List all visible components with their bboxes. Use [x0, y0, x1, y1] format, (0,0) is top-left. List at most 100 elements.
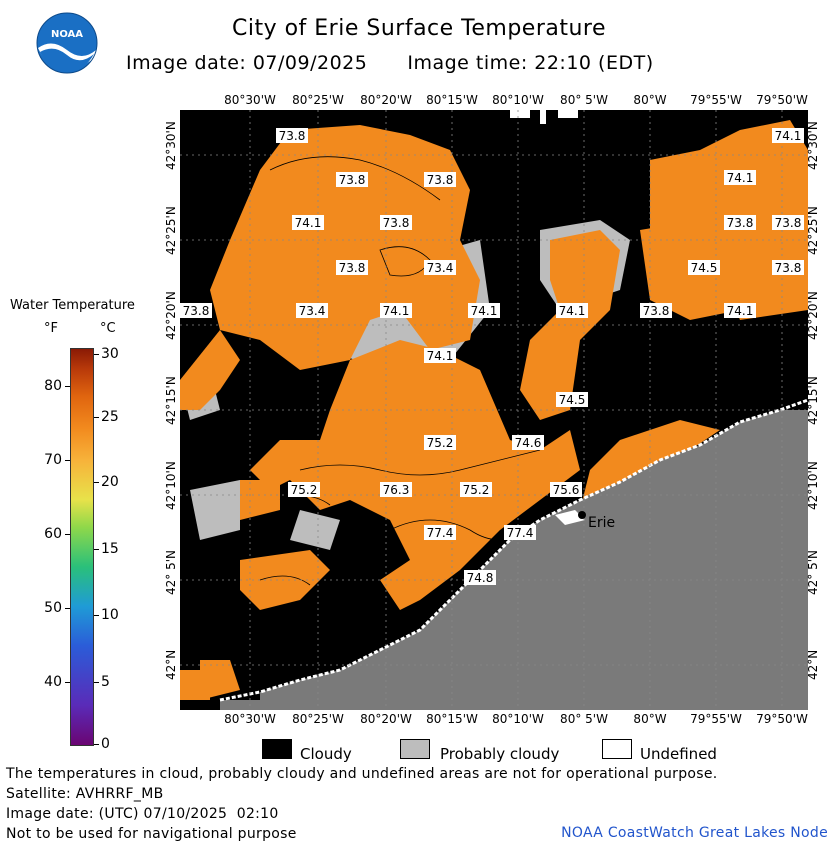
svg-text:73.8: 73.8	[279, 129, 306, 143]
navigation-warning: Not to be used for navigational purpose	[6, 826, 297, 842]
svg-text:76.3: 76.3	[383, 483, 410, 497]
temperature-label: 77.4	[424, 525, 456, 540]
svg-text:74.6: 74.6	[515, 436, 542, 450]
cloudy-label: Cloudy	[300, 745, 352, 763]
temperature-label: 73.8	[772, 215, 804, 230]
svg-text:74.1: 74.1	[559, 304, 586, 318]
latitude-label: 42°15'N	[164, 376, 178, 425]
svg-text:73.4: 73.4	[299, 304, 326, 318]
longitude-label: 80°20'W	[360, 93, 412, 107]
temperature-label: 73.8	[336, 172, 368, 187]
fahrenheit-tick-mark	[65, 682, 70, 683]
probably-cloudy-swatch	[400, 739, 430, 759]
svg-text:77.4: 77.4	[507, 526, 534, 540]
temperature-label: 73.4	[424, 260, 456, 275]
svg-text:74.1: 74.1	[383, 304, 410, 318]
fahrenheit-tick-label: 70	[44, 452, 62, 468]
longitude-label: 80°20'W	[360, 712, 412, 726]
svg-text:75.2: 75.2	[427, 436, 454, 450]
noaa-logo: NOAA	[36, 12, 98, 74]
celsius-tick-mark	[94, 354, 99, 355]
temperature-label: 76.3	[380, 482, 412, 497]
svg-text:73.8: 73.8	[775, 216, 802, 230]
temperature-label: 77.4	[504, 525, 536, 540]
latitude-label: 42° 5'N	[164, 550, 178, 595]
svg-text:74.5: 74.5	[559, 393, 586, 407]
latitude-label: 42°N	[164, 649, 178, 680]
longitude-label: 79°55'W	[690, 93, 742, 107]
latitude-label: 42°30'N	[806, 121, 820, 170]
probably-cloudy-label: Probably cloudy	[440, 745, 560, 763]
longitude-label: 80°W	[633, 712, 667, 726]
longitude-label: 80°15'W	[426, 93, 478, 107]
svg-text:74.1: 74.1	[471, 304, 498, 318]
page-title: City of Erie Surface Temperature	[231, 16, 607, 41]
temperature-label: 73.8	[424, 172, 456, 187]
svg-text:73.8: 73.8	[183, 304, 210, 318]
celsius-tick-label: 15	[101, 541, 119, 557]
svg-text:73.8: 73.8	[339, 261, 366, 275]
temperature-label: 74.8	[464, 570, 496, 585]
temperature-label: 74.1	[772, 128, 804, 143]
longitude-label: 80°W	[633, 93, 667, 107]
image-date: Image date: 07/09/2025	[126, 52, 368, 74]
city-label-erie: Erie	[588, 515, 615, 531]
temperature-label: 75.6	[550, 482, 582, 497]
disclaimer: The temperatures in cloud, probably clou…	[6, 766, 718, 782]
latitude-label: 42°20'N	[806, 291, 820, 340]
celsius-tick-label: 10	[101, 607, 119, 623]
longitude-label: 80°10'W	[492, 712, 544, 726]
shoreline	[219, 398, 808, 702]
logo-text: NOAA	[51, 29, 83, 40]
svg-text:73.4: 73.4	[427, 261, 454, 275]
svg-text:74.8: 74.8	[467, 571, 494, 585]
svg-text:74.1: 74.1	[727, 171, 754, 185]
temperature-label: 73.4	[296, 303, 328, 318]
svg-text:74.1: 74.1	[295, 216, 322, 230]
temperature-label: 74.1	[380, 303, 412, 318]
celsius-tick-mark	[94, 482, 99, 483]
fahrenheit-tick-label: 50	[44, 600, 62, 616]
celsius-tick-label: 5	[101, 674, 110, 690]
latitude-label: 42°10'N	[164, 461, 178, 510]
temperature-label: 75.2	[288, 482, 320, 497]
temperature-label: 73.8	[336, 260, 368, 275]
temperature-label: 73.8	[380, 215, 412, 230]
svg-text:73.8: 73.8	[775, 261, 802, 275]
longitude-label: 80° 5'W	[560, 93, 608, 107]
svg-text:74.1: 74.1	[727, 304, 754, 318]
temperature-label: 75.2	[460, 482, 492, 497]
temperature-label: 73.8	[772, 260, 804, 275]
image-datetime: Image date: 07/09/2025 Image time: 22:10 …	[126, 52, 654, 74]
latitude-label: 42°N	[806, 649, 820, 680]
undefined-areas	[510, 110, 578, 124]
temperature-label: 73.8	[724, 215, 756, 230]
temperature-label: 74.1	[556, 303, 588, 318]
longitude-label: 80°30'W	[224, 712, 276, 726]
fahrenheit-tick-mark	[65, 608, 70, 609]
land	[220, 410, 808, 710]
temperature-label: 74.6	[512, 435, 544, 450]
temperature-label: 73.8	[640, 303, 672, 318]
celsius-tick-label: 20	[101, 474, 119, 490]
svg-text:73.8: 73.8	[339, 173, 366, 187]
temperature-label: 75.2	[424, 435, 456, 450]
longitude-label: 80°15'W	[426, 712, 478, 726]
latitude-label: 42°25'N	[806, 206, 820, 255]
satellite-info: Satellite: AVHRRF_MB	[6, 786, 164, 802]
temperature-label: 74.1	[424, 348, 456, 363]
longitude-label: 80°30'W	[224, 93, 276, 107]
latitude-label: 42°15'N	[806, 376, 820, 425]
latitude-label: 42°30'N	[164, 121, 178, 170]
svg-text:73.8: 73.8	[383, 216, 410, 230]
latitude-label: 42° 5'N	[806, 550, 820, 595]
fahrenheit-tick-mark	[65, 386, 70, 387]
celsius-tick-mark	[94, 615, 99, 616]
undefined-swatch	[602, 739, 632, 759]
longitude-label: 80°10'W	[492, 93, 544, 107]
erie-marker	[578, 511, 586, 519]
celsius-tick-label: 30	[101, 346, 119, 362]
legend-title: Water Temperature	[10, 298, 135, 313]
celsius-tick-mark	[94, 549, 99, 550]
longitude-label: 79°50'W	[756, 93, 808, 107]
